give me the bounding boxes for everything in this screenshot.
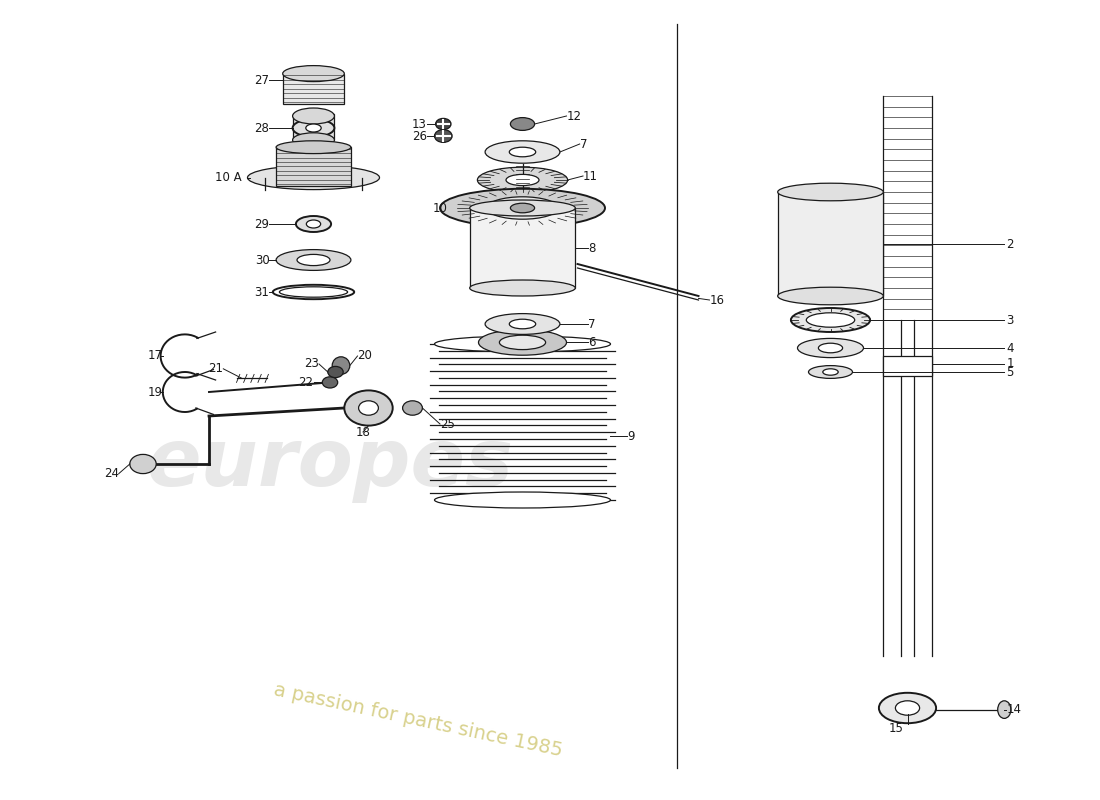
Text: 27: 27	[254, 74, 270, 86]
Text: 8: 8	[588, 242, 596, 254]
Text: 26: 26	[411, 130, 427, 142]
Ellipse shape	[478, 330, 566, 355]
Text: 5: 5	[1006, 366, 1014, 378]
Ellipse shape	[276, 250, 351, 270]
Ellipse shape	[808, 366, 852, 378]
Text: 17: 17	[147, 350, 163, 362]
Text: 22: 22	[298, 376, 314, 389]
Ellipse shape	[283, 66, 344, 82]
Ellipse shape	[806, 313, 855, 327]
Ellipse shape	[509, 147, 536, 157]
Ellipse shape	[293, 133, 334, 147]
Ellipse shape	[510, 118, 535, 130]
Ellipse shape	[477, 167, 568, 193]
Ellipse shape	[509, 319, 536, 329]
Text: 23: 23	[304, 358, 319, 370]
Ellipse shape	[778, 183, 883, 201]
Ellipse shape	[332, 357, 350, 374]
Ellipse shape	[296, 216, 331, 232]
Ellipse shape	[434, 492, 610, 508]
Ellipse shape	[998, 701, 1011, 718]
Ellipse shape	[470, 280, 575, 296]
Ellipse shape	[403, 401, 422, 415]
Text: 24: 24	[103, 467, 119, 480]
Bar	[778, 192, 883, 296]
Ellipse shape	[499, 335, 546, 350]
Ellipse shape	[306, 220, 321, 228]
Ellipse shape	[297, 254, 330, 266]
Text: 16: 16	[710, 294, 725, 306]
Ellipse shape	[486, 197, 558, 219]
Text: 6: 6	[588, 336, 596, 349]
Ellipse shape	[359, 401, 378, 415]
Text: 14: 14	[1006, 703, 1022, 716]
Text: 11: 11	[583, 170, 598, 182]
Ellipse shape	[130, 454, 156, 474]
Text: 9: 9	[627, 430, 635, 442]
Ellipse shape	[798, 338, 864, 358]
Text: europes: europes	[146, 425, 514, 503]
Bar	[283, 74, 344, 104]
Text: 4: 4	[1006, 342, 1014, 354]
Ellipse shape	[778, 287, 883, 305]
Ellipse shape	[344, 390, 393, 426]
Ellipse shape	[879, 693, 936, 723]
Ellipse shape	[823, 369, 838, 375]
Ellipse shape	[276, 141, 351, 154]
Bar	[470, 208, 575, 288]
Text: 19: 19	[147, 386, 163, 398]
Text: 7: 7	[588, 318, 596, 330]
Text: 1: 1	[1006, 358, 1014, 370]
Bar	[293, 114, 334, 140]
Text: 31: 31	[254, 286, 270, 298]
Ellipse shape	[322, 377, 338, 388]
Ellipse shape	[328, 366, 343, 378]
Text: 18: 18	[355, 426, 371, 438]
Ellipse shape	[485, 314, 560, 334]
Ellipse shape	[434, 336, 610, 352]
Ellipse shape	[818, 343, 843, 353]
Text: 10: 10	[432, 202, 448, 214]
Ellipse shape	[485, 141, 560, 163]
Ellipse shape	[306, 124, 321, 132]
Text: 13: 13	[411, 118, 427, 130]
Ellipse shape	[791, 308, 870, 332]
Ellipse shape	[470, 200, 575, 216]
Text: 3: 3	[1006, 314, 1014, 326]
Text: a passion for parts since 1985: a passion for parts since 1985	[272, 680, 564, 760]
Text: 25: 25	[440, 418, 455, 430]
Text: 15: 15	[889, 722, 904, 735]
Text: 7: 7	[580, 138, 587, 150]
Text: 20: 20	[358, 350, 373, 362]
Ellipse shape	[895, 701, 920, 715]
Text: 2: 2	[1006, 238, 1014, 250]
Ellipse shape	[506, 174, 539, 186]
Ellipse shape	[440, 189, 605, 227]
Bar	[883, 356, 932, 376]
Ellipse shape	[293, 119, 334, 137]
Ellipse shape	[436, 118, 451, 130]
Text: 29: 29	[254, 218, 270, 230]
Text: 10 A: 10 A	[216, 171, 242, 184]
Text: 28: 28	[254, 122, 270, 134]
Text: 12: 12	[566, 110, 582, 122]
Text: 21: 21	[208, 362, 223, 375]
Bar	[276, 147, 351, 186]
Ellipse shape	[293, 108, 334, 124]
Ellipse shape	[248, 166, 380, 190]
Text: 30: 30	[255, 254, 270, 266]
Ellipse shape	[434, 130, 452, 142]
Ellipse shape	[510, 203, 535, 213]
